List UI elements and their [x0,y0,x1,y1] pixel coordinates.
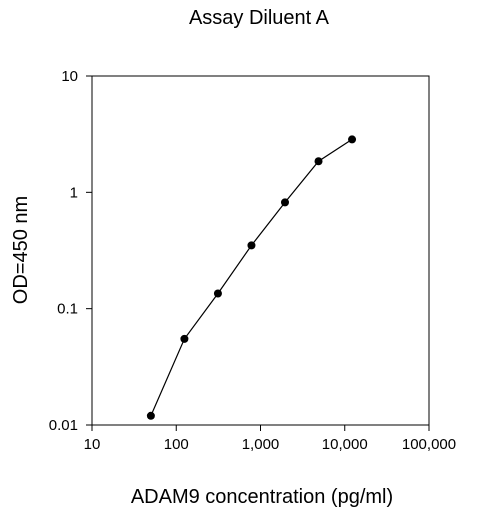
y-axis-label: OD=450 nm [10,196,32,304]
data-point [314,157,323,166]
y-tick-label: 10 [61,68,78,85]
data-point [213,289,222,298]
x-axis-label: ADAM9 concentration (pg/ml) [131,486,393,508]
y-tick-label: 0.01 [49,417,78,434]
data-point [180,334,189,343]
x-tick-label: 10 [84,436,101,453]
series-layer [146,135,357,420]
x-tick-label: 100 [164,436,189,453]
x-tick-label: 10,000 [322,436,368,453]
data-point [280,198,289,207]
data-point [247,241,256,250]
data-point [348,135,357,144]
x-axis: 10 100 1,000 10,000 100,000 [84,425,456,453]
x-tick-label: 100,000 [402,436,456,453]
plot-area-frame [91,75,430,426]
series-line [150,138,353,417]
y-axis: 0.01 0.1 1 10 [49,68,92,434]
data-point [146,411,155,420]
x-tick-label: 1,000 [242,436,280,453]
y-tick-label: 1 [70,184,78,201]
chart-title: Assay Diluent A [189,7,330,29]
y-tick-label: 0.1 [57,301,78,318]
